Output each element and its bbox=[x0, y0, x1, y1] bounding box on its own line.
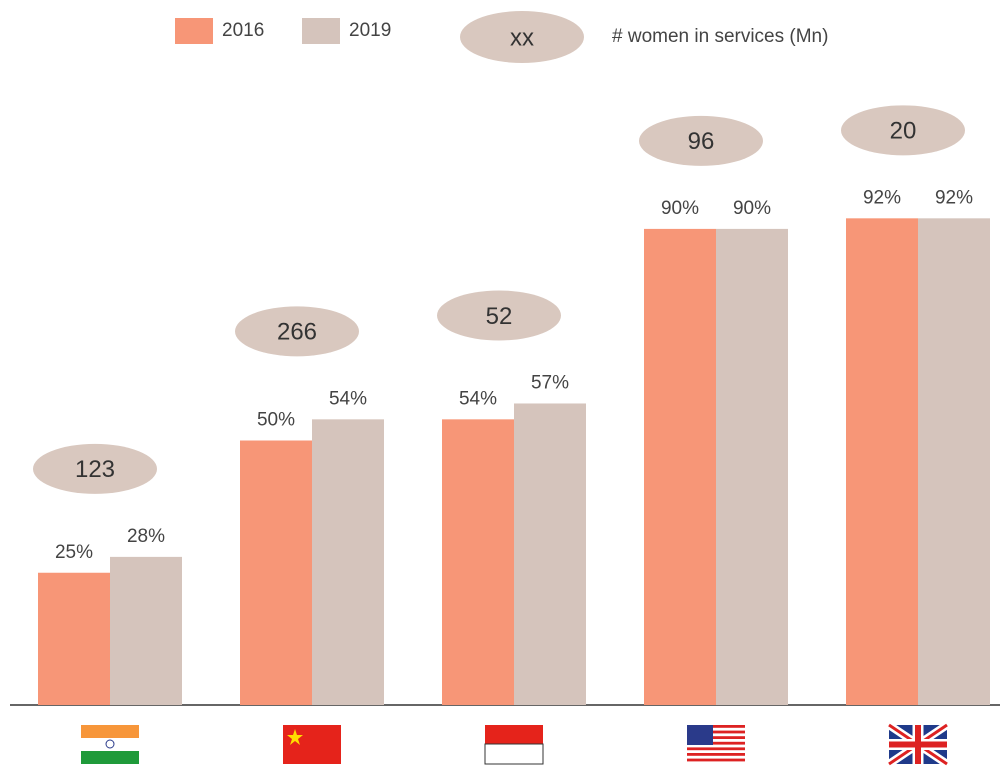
bar bbox=[240, 440, 312, 705]
bar bbox=[644, 228, 716, 705]
flag bbox=[81, 738, 139, 751]
flag bbox=[889, 725, 947, 764]
flag bbox=[283, 725, 341, 764]
value-label: 90% bbox=[661, 198, 699, 219]
bar bbox=[514, 403, 586, 705]
bubble bbox=[235, 306, 359, 357]
flag bbox=[687, 747, 745, 751]
legend-label: # women in services (Mn) bbox=[612, 26, 828, 47]
value-label: 90% bbox=[733, 198, 771, 219]
bar bbox=[716, 228, 788, 705]
value-label: 54% bbox=[459, 388, 497, 409]
bar bbox=[110, 556, 182, 705]
value-label: 92% bbox=[863, 187, 901, 208]
flag bbox=[687, 758, 745, 762]
bar bbox=[846, 218, 918, 705]
value-label: 92% bbox=[935, 187, 973, 208]
flag-icon bbox=[886, 721, 950, 767]
legend-bubble-label: xx bbox=[510, 24, 534, 51]
flag bbox=[687, 725, 713, 745]
bubble bbox=[437, 290, 561, 341]
value-label: 25% bbox=[55, 542, 93, 563]
bubble bbox=[639, 115, 763, 166]
flag bbox=[687, 753, 745, 756]
value-label: 50% bbox=[257, 410, 295, 431]
legend-label: 2016 bbox=[222, 20, 264, 41]
bubble bbox=[841, 105, 965, 156]
flag-icon bbox=[484, 725, 544, 765]
flag-icon bbox=[81, 725, 139, 764]
value-label: 57% bbox=[531, 372, 569, 393]
flag bbox=[485, 725, 543, 744]
flag bbox=[287, 729, 303, 745]
bar bbox=[442, 419, 514, 705]
flag bbox=[687, 730, 745, 734]
flag bbox=[484, 743, 544, 765]
value-label: 28% bbox=[127, 526, 165, 547]
flag bbox=[81, 751, 139, 764]
bubble-label: 96 bbox=[688, 128, 715, 155]
bubble-label: 20 bbox=[890, 118, 917, 145]
flag bbox=[687, 736, 745, 739]
value-label: 54% bbox=[329, 388, 367, 409]
flag bbox=[687, 741, 745, 745]
legend-swatch bbox=[175, 18, 213, 44]
bar bbox=[918, 218, 990, 705]
flag bbox=[81, 725, 139, 738]
flag bbox=[687, 725, 745, 728]
bubble-label: 123 bbox=[75, 456, 115, 483]
bubble-label: 266 bbox=[277, 319, 317, 346]
bubble-label: 52 bbox=[486, 303, 513, 330]
flag-icon bbox=[283, 725, 341, 764]
legend-label: 2019 bbox=[349, 20, 391, 41]
bar bbox=[312, 419, 384, 705]
flag bbox=[105, 739, 115, 749]
legend-swatch bbox=[302, 18, 340, 44]
bubble bbox=[33, 443, 157, 494]
legend-bubble bbox=[460, 11, 584, 63]
bar bbox=[38, 572, 110, 705]
flag-icon bbox=[687, 725, 745, 762]
